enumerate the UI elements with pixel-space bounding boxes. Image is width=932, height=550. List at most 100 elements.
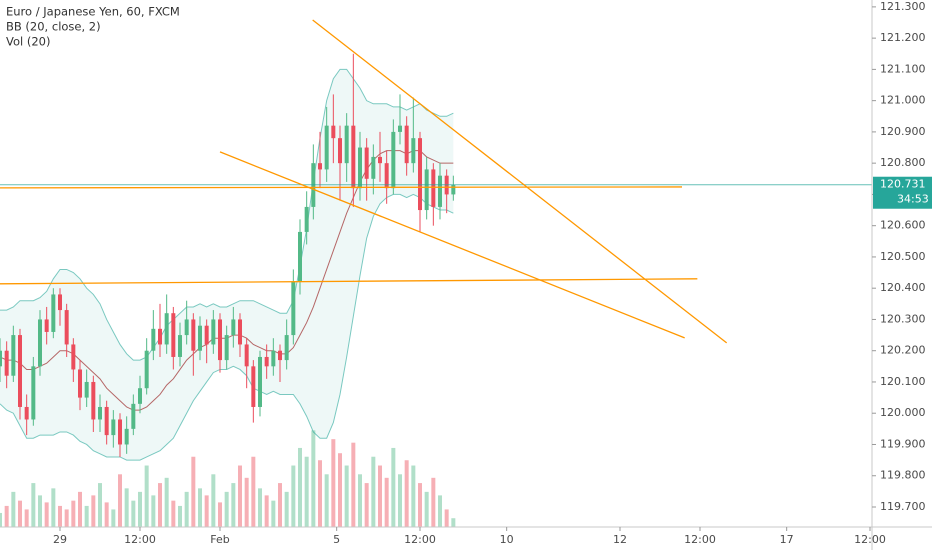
volume-bar	[138, 491, 142, 527]
volume-bar	[24, 509, 29, 527]
candle-body	[264, 356, 269, 367]
y-tick-label: 121.300	[880, 0, 926, 13]
candle-body	[171, 313, 176, 357]
x-tick-label: 12:00	[684, 533, 716, 546]
volume-bar	[311, 430, 316, 527]
volume-bar	[378, 465, 382, 527]
plot-pane	[0, 19, 872, 527]
volume-bar	[344, 465, 349, 527]
volume-bar	[171, 500, 176, 527]
volume-bar	[78, 491, 82, 527]
volume-bar	[31, 483, 36, 527]
candle-body	[251, 366, 256, 407]
volume-bar	[18, 500, 22, 527]
volume-bar	[258, 488, 262, 527]
trendline	[0, 278, 698, 285]
candle-body	[24, 406, 29, 420]
trendline	[0, 186, 683, 189]
volume-bar	[144, 465, 149, 527]
volume-bar	[284, 491, 289, 527]
candle-body	[104, 406, 109, 436]
trendline	[219, 151, 685, 339]
volume-bar	[424, 491, 429, 527]
volume-bar	[38, 495, 42, 527]
candle-body	[418, 138, 422, 211]
candle-body	[238, 319, 242, 345]
y-tick-label: 120.200	[880, 344, 926, 357]
x-tick-label: 12:00	[404, 533, 436, 546]
candle-body	[111, 419, 116, 436]
volume-bar	[51, 488, 56, 527]
volume-bar	[444, 509, 449, 527]
candle-body	[231, 319, 236, 336]
candle-body	[278, 350, 282, 361]
volume-bar	[358, 474, 362, 527]
candle-body	[211, 319, 216, 345]
volume-bar	[64, 509, 69, 527]
y-tick-label: 121.100	[880, 62, 926, 75]
volume-bar	[371, 456, 376, 527]
indicator-label: Vol (20)	[6, 35, 50, 49]
volume-bar	[231, 483, 236, 527]
y-tick-label: 121.000	[880, 94, 926, 107]
volume-bar	[304, 456, 309, 527]
volume-bar	[191, 456, 196, 527]
volume-bar	[391, 447, 396, 527]
candle-body	[364, 147, 369, 179]
axes: 119.700 119.800 119.900 120.000 120.100 120.2…	[53, 0, 932, 546]
volume-bar	[98, 483, 102, 527]
indicator-label: BB (20, close, 2)	[6, 20, 101, 34]
x-tick-label: Feb	[210, 533, 229, 546]
candle-body	[438, 175, 442, 207]
volume-bar	[118, 474, 122, 527]
volume-bar	[431, 477, 436, 527]
y-tick-label: 120.900	[880, 125, 926, 138]
volume-bar	[244, 477, 249, 527]
candle-body	[244, 344, 249, 367]
y-tick-label: 121.200	[880, 31, 926, 44]
candle-body	[58, 294, 62, 311]
candle-body	[31, 366, 36, 420]
volume-bar	[204, 495, 209, 527]
y-tick-label: 119.800	[880, 469, 926, 482]
candle-body	[78, 369, 82, 398]
candle-body	[291, 281, 296, 336]
candle-body	[4, 350, 9, 376]
candle-body	[404, 125, 409, 164]
volume-bar	[164, 477, 169, 527]
candle-body	[324, 125, 329, 170]
candle-body	[218, 319, 222, 361]
volume-bar	[384, 477, 389, 527]
candle-body	[44, 319, 49, 332]
candle-body	[371, 156, 376, 179]
x-tick-label: 12	[613, 533, 627, 546]
candle-body	[284, 335, 289, 361]
candle-body	[431, 169, 436, 207]
candle-body	[258, 356, 262, 407]
volume-bar	[211, 474, 216, 527]
volume-bar	[71, 500, 76, 527]
candle-body	[198, 325, 202, 351]
volume-bar	[338, 453, 342, 527]
candle-body	[304, 206, 309, 232]
candle-body	[331, 125, 336, 139]
candle-body	[384, 163, 389, 189]
x-tick-label: 12:00	[854, 533, 886, 546]
candle-body	[424, 169, 429, 211]
x-tick-label: 5	[333, 533, 340, 546]
candle-body	[351, 125, 356, 189]
candle-body	[144, 350, 149, 389]
candle-body	[318, 163, 322, 170]
volume-bar	[351, 442, 356, 527]
candle-body	[224, 335, 229, 361]
y-tick-label: 120.100	[880, 375, 926, 388]
candle-body	[64, 310, 69, 345]
candle-body	[0, 350, 2, 367]
y-tick-label: 119.900	[880, 437, 926, 450]
x-tick-label: 10	[500, 533, 514, 546]
volume-bar	[11, 491, 16, 527]
candle-body	[71, 344, 76, 370]
candle-body	[338, 138, 342, 164]
y-tick-label: 120.400	[880, 281, 926, 294]
